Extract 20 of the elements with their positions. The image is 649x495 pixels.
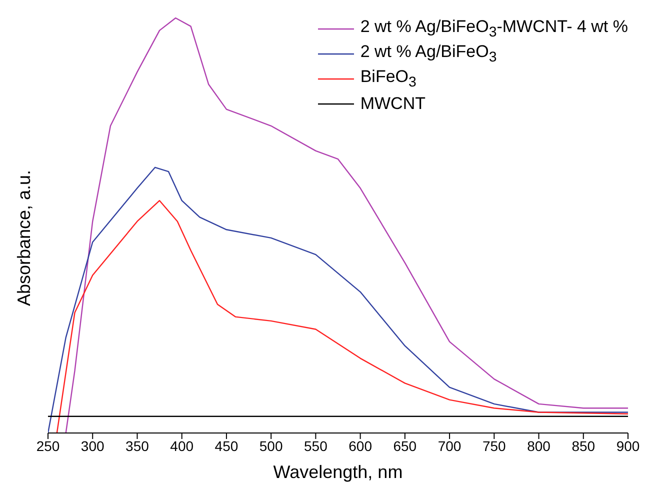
x-tick-label: 450 xyxy=(214,438,238,454)
x-tick-label: 650 xyxy=(393,438,417,454)
legend-label: 2 wt % Ag/BiFeO$_{3}$-MWCNT- 4 wt % xyxy=(360,16,628,40)
x-tick-label: 750 xyxy=(482,438,506,454)
x-tick-label: 550 xyxy=(304,438,328,454)
x-tick-label: 800 xyxy=(527,438,551,454)
x-tick-label: 700 xyxy=(438,438,462,454)
x-tick-label: 400 xyxy=(170,438,194,454)
x-tick-label: 850 xyxy=(572,438,596,454)
x-tick-label: 600 xyxy=(348,438,372,454)
x-tick-label: 350 xyxy=(126,438,150,454)
x-axis-title: Wavelength, nm xyxy=(273,462,403,482)
x-tick-label: 250 xyxy=(36,438,60,454)
x-tick-label: 900 xyxy=(616,438,640,454)
legend-label: 2 wt % Ag/BiFeO$_{3}$ xyxy=(360,42,497,66)
legend-label: BiFeO$_{3}$ xyxy=(360,66,416,90)
x-tick-label: 500 xyxy=(259,438,283,454)
x-tick-label: 300 xyxy=(80,438,105,454)
y-axis-title: Absorbance, a.u. xyxy=(14,170,34,306)
legend-label: MWCNT xyxy=(360,94,426,114)
